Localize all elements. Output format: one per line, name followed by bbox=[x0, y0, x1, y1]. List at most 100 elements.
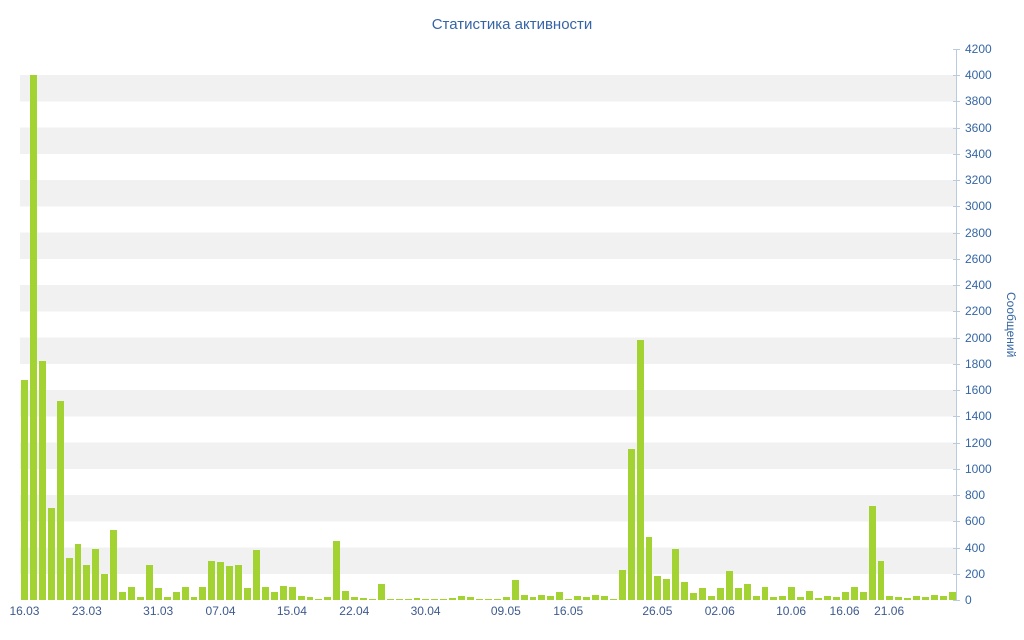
bar bbox=[779, 596, 787, 600]
bar bbox=[841, 592, 849, 600]
y-axis: 0 200 400 600 800 1000 1200 1400 1600 1800 2000 220… bbox=[953, 42, 1019, 607]
bar bbox=[172, 592, 180, 600]
bar bbox=[181, 586, 189, 600]
bar bbox=[163, 597, 171, 600]
bar bbox=[520, 594, 528, 600]
tick-mark bbox=[953, 337, 960, 339]
x-axis-label: 21.06 bbox=[874, 604, 905, 618]
bar bbox=[556, 592, 564, 600]
chart-title: Статистика активности bbox=[431, 16, 593, 33]
bar bbox=[609, 598, 617, 600]
tick-mark bbox=[953, 127, 960, 129]
bar bbox=[458, 596, 466, 600]
y-tick-label: 2800 bbox=[965, 225, 992, 240]
bar bbox=[270, 592, 278, 600]
x-axis-label: 30.04 bbox=[410, 604, 441, 618]
bar bbox=[306, 597, 314, 600]
x-axis-label: 16.06 bbox=[829, 604, 860, 618]
y-tick-label: 2200 bbox=[965, 304, 992, 319]
bar bbox=[235, 564, 243, 600]
plot-area bbox=[20, 49, 956, 600]
bar bbox=[734, 588, 742, 600]
bar bbox=[913, 596, 921, 600]
bar bbox=[832, 597, 840, 600]
x-axis-label: 10.06 bbox=[776, 604, 807, 618]
x-axis-label: 16.03 bbox=[9, 604, 40, 618]
bars-container bbox=[20, 49, 956, 600]
bar bbox=[440, 598, 448, 600]
y-tick-label: 2000 bbox=[965, 330, 992, 345]
tick-mark bbox=[953, 180, 960, 182]
bar bbox=[815, 598, 822, 600]
bar bbox=[324, 597, 332, 600]
bar bbox=[38, 361, 46, 600]
bar bbox=[368, 598, 376, 600]
bar bbox=[538, 594, 546, 600]
bar bbox=[511, 580, 519, 600]
x-axis-label: 23.03 bbox=[71, 604, 102, 618]
bar bbox=[128, 586, 135, 600]
x-axis-label: 15.04 bbox=[276, 604, 307, 618]
y-tick-label: 3200 bbox=[965, 173, 992, 188]
bar bbox=[56, 400, 64, 600]
bar bbox=[21, 379, 28, 600]
bar bbox=[208, 560, 216, 600]
bar bbox=[252, 550, 260, 600]
bar bbox=[761, 586, 769, 600]
bar bbox=[600, 596, 608, 600]
bar bbox=[618, 569, 626, 600]
tick-mark bbox=[953, 600, 960, 601]
x-axis-label: 26.05 bbox=[642, 604, 673, 618]
bar bbox=[725, 571, 733, 600]
bar bbox=[154, 588, 162, 600]
y-axis-title: Сообщений bbox=[1004, 291, 1018, 358]
bar bbox=[636, 340, 644, 600]
bar bbox=[110, 530, 118, 600]
tick-mark bbox=[953, 311, 960, 313]
y-tick-label: 3400 bbox=[965, 146, 992, 161]
x-axis-label: 22.04 bbox=[339, 604, 370, 618]
bar bbox=[699, 588, 706, 600]
y-tick-label: 3600 bbox=[965, 120, 992, 135]
bar bbox=[83, 564, 91, 600]
bar bbox=[716, 588, 724, 600]
bar bbox=[360, 598, 367, 600]
bar bbox=[136, 597, 144, 600]
bar bbox=[333, 540, 341, 600]
tick-mark bbox=[953, 49, 960, 50]
bar bbox=[592, 594, 599, 600]
tick-mark bbox=[953, 206, 960, 208]
bar bbox=[743, 584, 751, 600]
bar bbox=[261, 586, 269, 600]
bar bbox=[404, 599, 412, 600]
x-axis-label: 16.05 bbox=[553, 604, 584, 618]
bar bbox=[931, 594, 938, 600]
bar bbox=[583, 597, 590, 600]
bar bbox=[886, 596, 894, 600]
bar bbox=[190, 597, 198, 600]
bar bbox=[823, 596, 831, 600]
bar bbox=[681, 581, 689, 600]
bar bbox=[752, 596, 760, 600]
bar bbox=[395, 599, 403, 600]
bar bbox=[217, 561, 225, 600]
bar bbox=[806, 590, 814, 600]
bar bbox=[895, 597, 903, 600]
y-tick-label: 3000 bbox=[965, 199, 992, 214]
y-tick-label: 400 bbox=[965, 540, 986, 555]
bar bbox=[574, 596, 582, 600]
bar bbox=[672, 548, 680, 600]
y-tick-label: 1400 bbox=[965, 409, 992, 424]
bar bbox=[297, 596, 305, 600]
bar bbox=[74, 543, 82, 600]
bar bbox=[939, 596, 947, 600]
bar bbox=[877, 560, 885, 600]
bar bbox=[467, 597, 475, 600]
bar bbox=[199, 586, 207, 600]
bar bbox=[565, 598, 573, 600]
bar bbox=[690, 593, 698, 600]
tick-mark bbox=[953, 153, 960, 155]
y-tick-label: 1000 bbox=[965, 461, 992, 476]
bar bbox=[547, 596, 555, 600]
